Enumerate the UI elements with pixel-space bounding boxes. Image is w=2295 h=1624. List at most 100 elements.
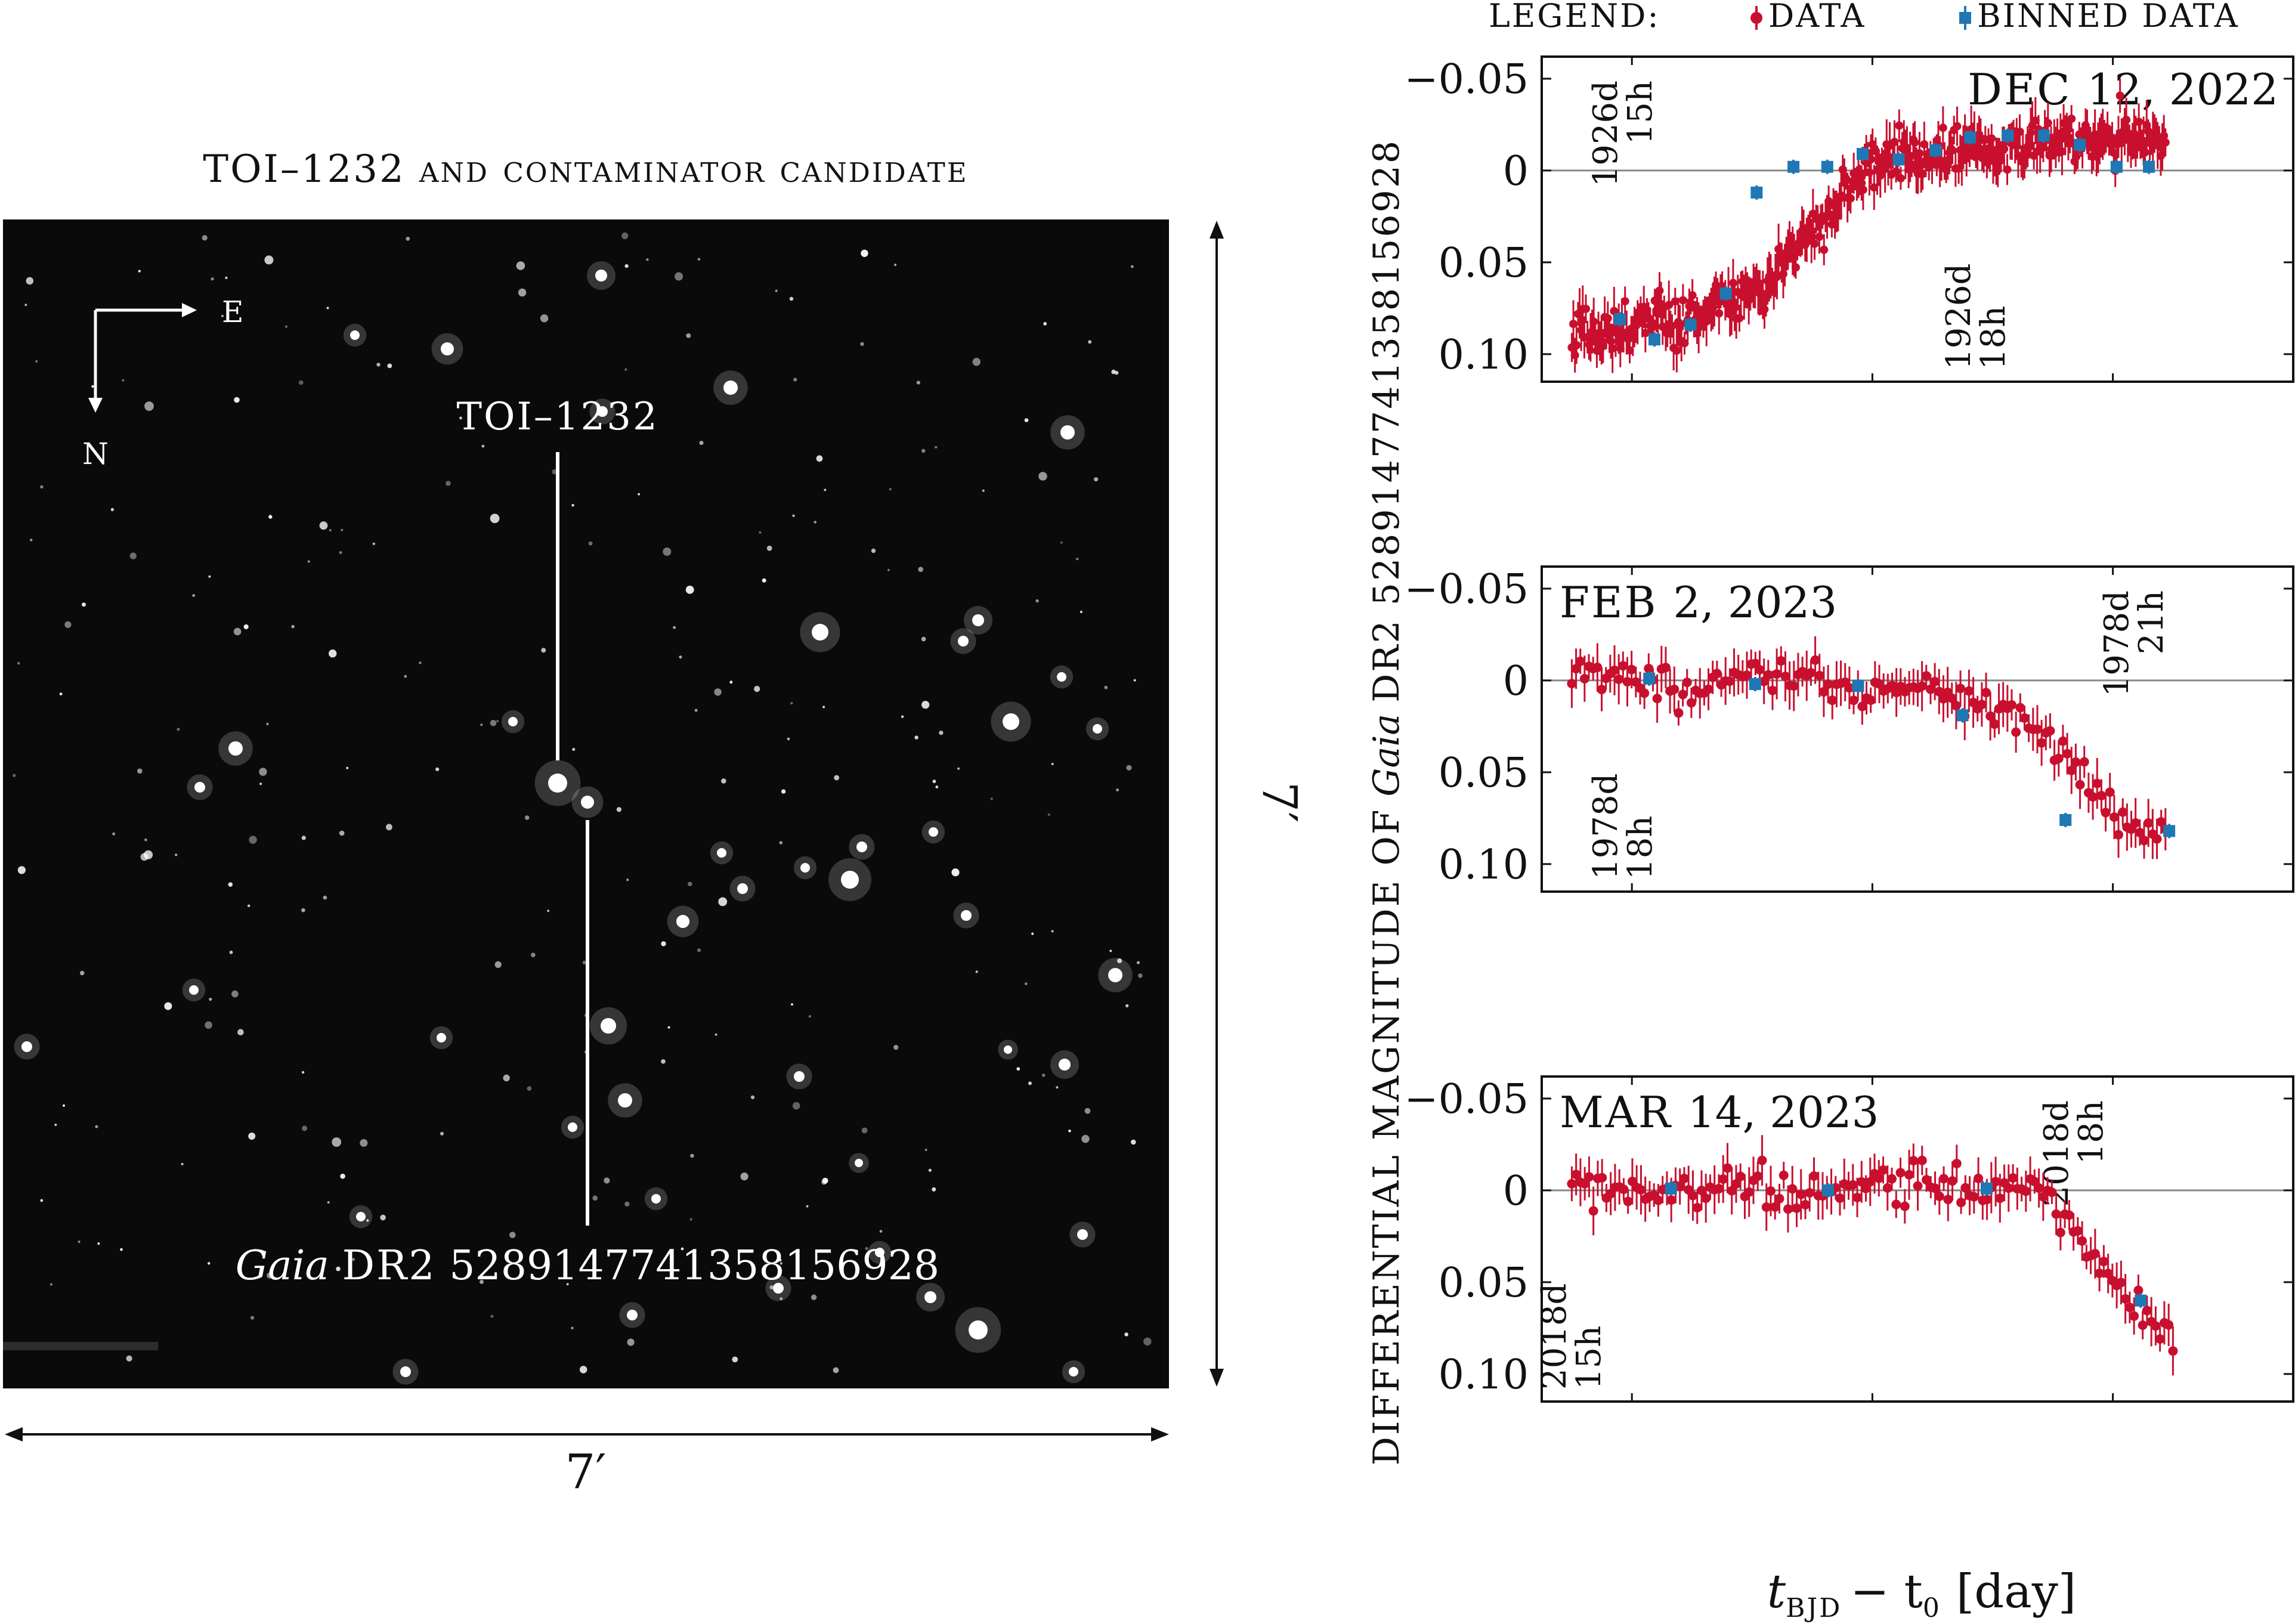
data-point (1887, 1174, 1897, 1184)
data-point (1995, 1193, 2005, 1204)
data-point (1755, 665, 1765, 675)
star (822, 1177, 828, 1184)
star (307, 560, 310, 563)
binned-point (1684, 318, 1697, 331)
star (332, 1137, 342, 1147)
data-point (2003, 165, 2012, 174)
star (1125, 1004, 1129, 1008)
right-arrow-icon (1151, 1427, 1169, 1442)
data-point (2161, 138, 2170, 147)
data-point (2034, 1183, 2044, 1193)
star (667, 1026, 670, 1029)
star (792, 514, 795, 517)
data-point (2135, 827, 2145, 837)
data-point (1823, 679, 1833, 689)
data-point (2045, 726, 2055, 736)
star (723, 381, 738, 395)
star (1068, 1129, 1071, 1133)
star (496, 720, 499, 723)
binned-point (2059, 813, 2072, 826)
data-point (1692, 1202, 1702, 1212)
data-point (1956, 683, 1966, 694)
star (1088, 340, 1092, 344)
date-label: FEB 2, 2023 (1560, 577, 1837, 627)
data-point (1857, 701, 1867, 712)
data-point (1607, 337, 1616, 346)
star (509, 1232, 516, 1238)
data-point (1713, 1184, 1724, 1194)
data-point (1915, 149, 1924, 158)
data-point (1682, 678, 1692, 688)
data-point (2043, 119, 2052, 128)
star (50, 1283, 52, 1286)
star (1047, 813, 1050, 816)
star (503, 1074, 510, 1082)
star (518, 288, 527, 297)
star (17, 661, 20, 665)
star (441, 342, 454, 355)
date-label: MAR 14, 2023 (1560, 1087, 1879, 1137)
star (249, 836, 257, 844)
time-annotation: 2018d18h (2037, 1100, 2111, 1207)
star (697, 258, 701, 261)
data-point (1930, 676, 1940, 686)
data-point (1725, 676, 1735, 686)
star (921, 636, 926, 642)
y-tick-label: 0.05 (1439, 1260, 1529, 1307)
star (1004, 1045, 1012, 1054)
data-point (1780, 672, 1790, 682)
star (627, 1338, 635, 1346)
data-point (1987, 134, 1996, 143)
data-point (1603, 314, 1612, 323)
data-point (1917, 681, 1927, 691)
data-point (1928, 160, 1937, 169)
star (360, 1139, 368, 1147)
star (181, 1162, 184, 1165)
star (856, 842, 867, 852)
data-point (1731, 1179, 1741, 1189)
data-point (1947, 1176, 1957, 1186)
data-point (1907, 160, 1916, 169)
data-point (2099, 1257, 2109, 1267)
binned-point (2037, 129, 2050, 142)
star (129, 552, 137, 559)
y-tick-label: 0 (1503, 1168, 1529, 1215)
data-point (1580, 1178, 1590, 1189)
data-point (1625, 346, 1634, 355)
star (339, 551, 342, 554)
data-point (1870, 183, 1879, 192)
star (972, 358, 981, 366)
data-point (1648, 319, 1657, 328)
star (1081, 1134, 1090, 1143)
data-point (1800, 1199, 1810, 1210)
data-point (1767, 685, 1777, 695)
star (548, 774, 567, 793)
star (916, 381, 920, 385)
star (138, 270, 141, 273)
star (921, 701, 930, 709)
star (79, 970, 85, 976)
star (59, 692, 63, 695)
star (54, 1124, 57, 1126)
data-point (1597, 1173, 1607, 1183)
data-point (1744, 1187, 1754, 1197)
star (1077, 1229, 1088, 1240)
light-curve-panels: −0.05 0 0.05 0.10 DEC 12, 2022 1926d15h 1926d1… (1405, 55, 2294, 1403)
data-point (1584, 1172, 1594, 1182)
star (601, 1018, 616, 1034)
star (225, 276, 228, 279)
star (1060, 541, 1063, 544)
data-point (2088, 792, 2098, 802)
data-point (1930, 1183, 1940, 1193)
star (490, 1314, 494, 1318)
compass-east-label: E (222, 295, 244, 329)
data-point (1820, 245, 1829, 254)
star (618, 1093, 632, 1108)
star (192, 594, 196, 597)
star (339, 830, 345, 836)
star (588, 541, 593, 546)
star (1069, 1367, 1078, 1376)
star (1093, 724, 1102, 734)
star (1031, 932, 1034, 935)
data-point (1917, 1155, 1927, 1165)
